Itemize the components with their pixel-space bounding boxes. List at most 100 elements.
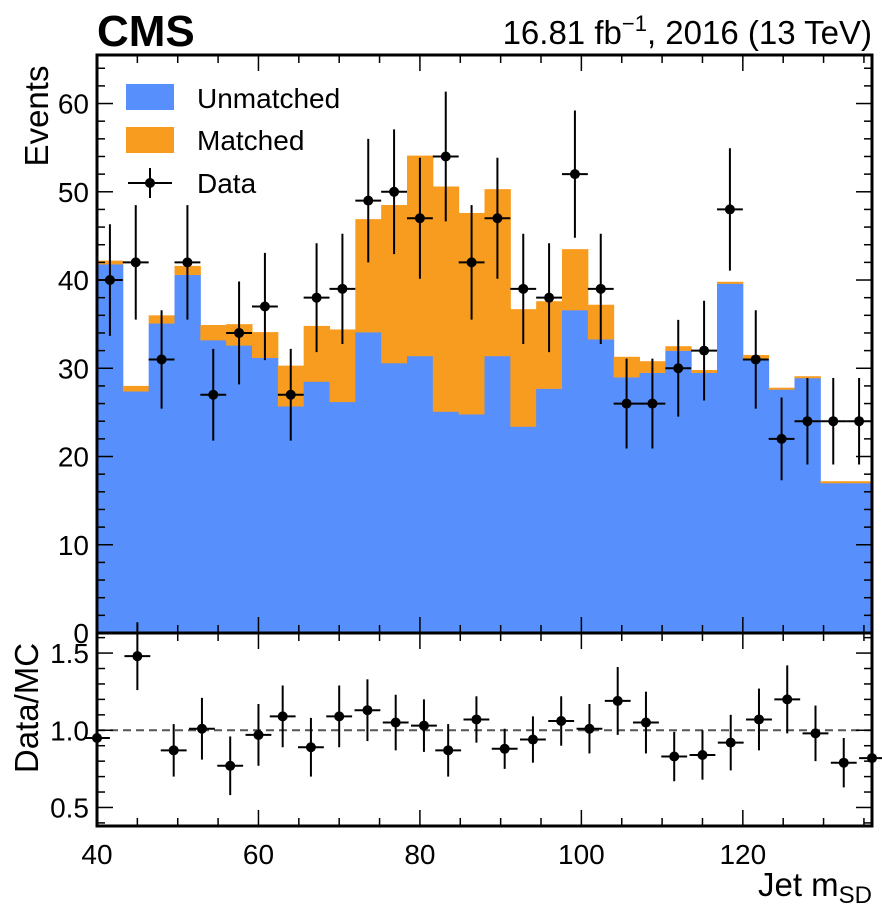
lumi-value: 16.81 fb [503,14,622,51]
bar-unmatched [458,414,485,633]
data-point [130,257,141,268]
bar-unmatched [174,274,201,633]
ratio-axes: 40 60 80 100 120 0.5 1.0 1.5 [50,631,874,870]
ratio-point [471,714,482,725]
bar-unmatched [820,482,847,633]
legend-swatch-unmatched [126,84,174,110]
ratio-point [390,717,401,728]
data-point [285,389,296,400]
bar-unmatched [510,426,537,633]
bar-unmatched [717,283,744,633]
axes-frame [95,631,874,828]
ratio-point [168,745,179,756]
x-axis-label: Jet mSD [758,866,872,909]
ratio-point [838,757,849,768]
x-tick-label: 80 [404,839,435,870]
y-tick-label: 10 [58,530,89,561]
bar-unmatched [329,401,356,633]
data-point [414,213,425,224]
x-tick-label: 100 [558,839,605,870]
ratio-point [556,716,567,727]
ratio-point [697,749,708,760]
bar-unmatched [303,381,330,633]
ratio-point [725,737,736,748]
lumi-exponent: −1 [622,11,647,36]
y-tick-label: 20 [58,442,89,473]
x-tick-label: 40 [81,839,112,870]
legend-label-data: Data [197,168,257,199]
ratio-point [334,711,345,722]
bar-matched [717,281,744,284]
data-point [544,292,555,303]
data-point [828,416,839,427]
lumi-suffix: , 2016 (13 TeV) [647,14,872,51]
ratio-point [305,742,316,753]
data-point [208,389,219,400]
ratio-point [612,695,623,706]
ratio-point [132,651,143,662]
data-point [337,283,348,294]
bar-matched [846,481,873,484]
data-point [699,345,710,356]
bar-unmatched [226,345,253,633]
data-point [673,363,684,374]
legend-swatch-data [128,168,172,198]
bar-unmatched [122,391,150,633]
data-point [724,204,735,215]
y-tick-label: 40 [58,265,89,296]
x-tick-label: 120 [719,839,766,870]
bar-unmatched [277,406,305,633]
ratio-point [527,734,538,745]
bar-unmatched [432,411,460,633]
data-point [440,151,451,162]
data-point [234,327,245,338]
data-point [621,398,632,409]
data-point [466,257,477,268]
x-axis-label-main: Jet m [758,866,839,903]
y-tick-label: 0.5 [50,792,89,823]
legend: Unmatched Matched Data [126,83,340,199]
main-axes: 0 10 20 30 40 50 60 [58,53,874,649]
y-tick-label: 30 [58,353,89,384]
bar-matched [122,385,150,392]
bar-unmatched [562,310,589,633]
ratio-point [418,720,429,731]
main-y-axis-label: Events [18,66,55,167]
x-tick-label: 60 [243,839,274,870]
ratio-point [196,723,207,734]
y-tick-label: 1.0 [50,715,89,746]
data-point [518,283,529,294]
ratio-points [84,622,882,796]
data-point [156,354,167,365]
bar-matched [562,249,589,311]
data-point [802,416,813,427]
ratio-point [669,751,680,762]
bar-unmatched [587,339,615,633]
ratio-point [584,723,595,734]
ratio-point [225,760,236,771]
y-tick-label: 0 [73,618,89,649]
y-tick-label: 60 [58,89,89,120]
data-point [854,416,865,427]
y-tick-label: 50 [58,177,89,208]
ratio-point [443,745,454,756]
ratio-point [810,728,821,739]
data-point [492,213,503,224]
ratio-point [277,711,288,722]
bar-unmatched [407,355,434,633]
legend-label-unmatched: Unmatched [197,83,340,114]
data-points [97,91,872,481]
ratio-point [782,694,793,705]
data-point [259,301,270,312]
bar-unmatched [691,372,718,633]
legend-swatch-matched [126,127,174,153]
data-point [569,169,580,180]
experiment-label: CMS [97,7,195,56]
bar-unmatched [846,482,873,633]
ratio-y-axis-label: Data/MC [8,643,45,773]
main-panel: 0 10 20 30 40 50 60 Events [18,53,874,649]
bar-matched [820,481,847,484]
data-point [389,186,400,197]
bar-unmatched [484,355,511,633]
